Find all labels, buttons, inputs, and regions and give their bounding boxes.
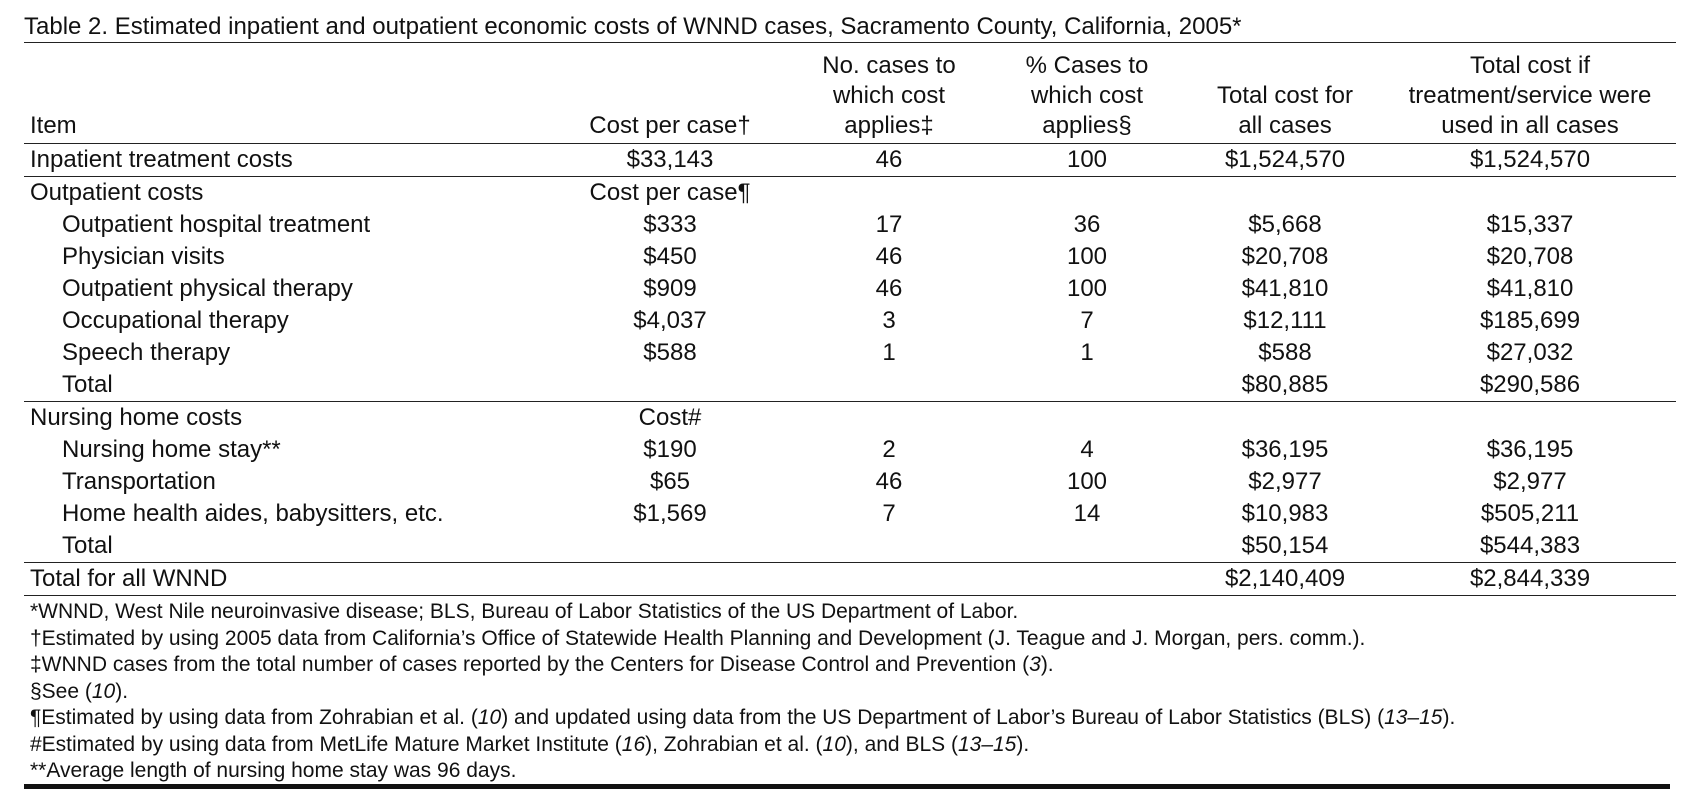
footnote-hash: #Estimated by using data from MetLife Ma… — [30, 732, 1030, 756]
header-row: Item Cost per case† No. cases to which co… — [24, 42, 1676, 144]
header-cases: No. cases to which cost applies‡ — [790, 42, 988, 144]
table-row: Occupational therapy $4,037 3 7 $12,111 … — [62, 307, 1581, 334]
table-row: Outpatient physical therapy $909 46 100 … — [62, 275, 1574, 302]
table-row: Physician visits $450 46 100 $20,708 $20… — [62, 243, 1574, 270]
header-percent-cases: % Cases to which cost applies§ — [988, 42, 1186, 144]
header-total-cost-all: Total cost if treatment/service were used … — [1384, 42, 1676, 144]
footnote-pilcrow: ¶Estimated by using data from Zohrabian … — [30, 706, 1456, 729]
footnotes: *WNND, West Nile neuroinvasive disease; … — [24, 599, 1670, 785]
section-heading-nursing: Nursing home costs Cost# — [30, 404, 702, 431]
cost-table: Item Cost per case† No. cases to which co… — [24, 42, 1676, 596]
table-row: Home health aides, babysitters, etc. $1,… — [62, 500, 1580, 527]
table-row: Nursing home stay** $190 2 4 $36,195 $36… — [62, 436, 1574, 463]
table-row-inpatient: Inpatient treatment costs $33,143 46 100… — [24, 143, 1676, 177]
footnote-section: §See (10). — [30, 679, 129, 703]
header-total-cost: Total cost for all cases — [1186, 42, 1384, 144]
header-item: Item — [24, 42, 550, 144]
table-title: Table 2. Estimated inpatient and outpati… — [24, 13, 1242, 40]
table-row: Transportation $65 46 100 $2,977 $2,977 — [62, 468, 1567, 495]
table-row-outpatient-total: Total $80,885 $290,586 — [24, 369, 1676, 402]
table-row-grand-total: Total for all WNND $2,140,409 $2,844,339 — [24, 562, 1676, 596]
table-row: Speech therapy $588 1 1 $588 $27,032 — [62, 339, 1574, 366]
footnote-star: *WNND, West Nile neuroinvasive disease; … — [30, 600, 1019, 623]
footnote-double-star: **Average length of nursing home stay wa… — [30, 759, 517, 782]
footnote-dagger: †Estimated by using 2005 data from Calif… — [30, 626, 1366, 650]
footnote-double-dagger: ‡WNND cases from the total number of cas… — [30, 653, 1054, 676]
table-figure: Table 2. Estimated inpatient and outpati… — [24, 12, 1676, 785]
bottom-rule — [24, 784, 1670, 789]
table-row-nursing-total: Total $50,154 $544,383 — [62, 532, 1581, 559]
header-cost-per-case: Cost per case† — [550, 42, 790, 144]
section-heading-outpatient: Outpatient costs Cost per case¶ — [30, 179, 751, 206]
table-row: Outpatient hospital treatment $333 17 36… — [62, 211, 1574, 238]
